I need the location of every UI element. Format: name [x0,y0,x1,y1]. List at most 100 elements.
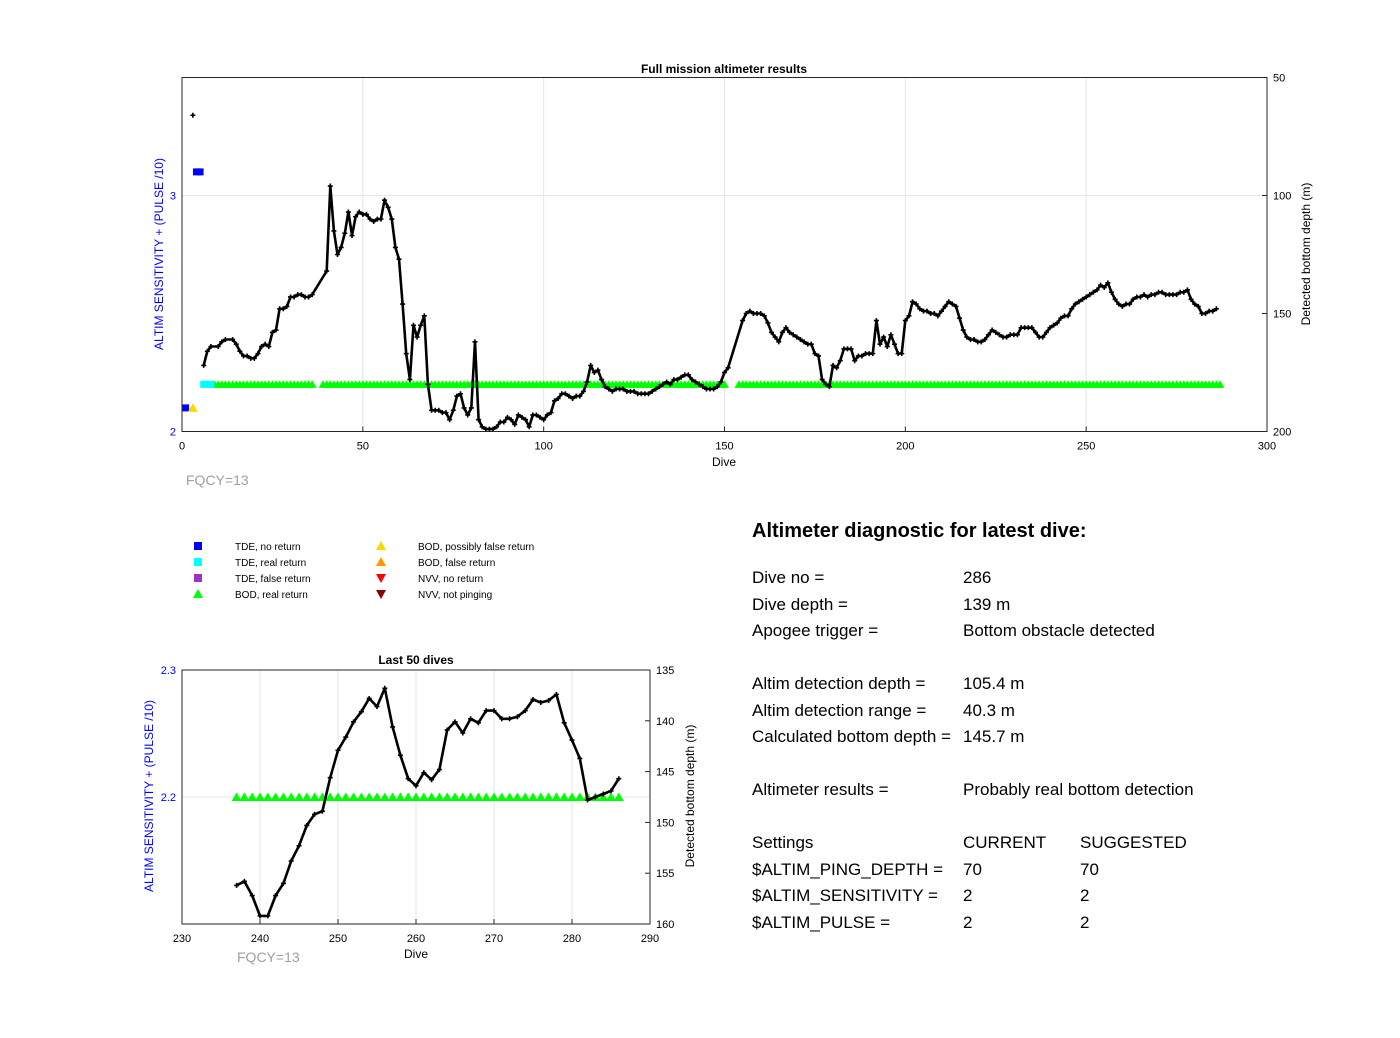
depth-point [808,341,814,347]
depth-point [241,878,247,884]
depth-point [562,391,568,397]
last50-xlabel: Dive [404,947,428,961]
settings-row-pulse: $ALTIM_PULSE = 2 2 [752,910,1372,937]
depth-point [1083,294,1089,300]
depth-point [280,880,286,886]
bod-real-marker [356,792,367,801]
depth-point [259,344,265,350]
depth-point [309,292,315,298]
bod-real-marker [598,792,609,801]
bod-real-marker [512,792,523,801]
depth-point [1188,296,1194,302]
main-ytick-left-label: 2 [170,427,176,439]
depth-point [913,301,919,307]
last50-ytick-right-label: 160 [656,919,674,931]
depth-point [1127,301,1133,307]
depth-point [366,695,372,701]
depth-point [1210,308,1216,314]
depth-point [413,783,419,789]
depth-point [508,417,514,423]
depth-point [505,414,510,420]
settings-marker [192,168,200,176]
diag-value: 286 [963,568,992,587]
depth-point [222,336,228,342]
main-xtick-label: 150 [715,441,733,453]
depth-point [783,325,789,331]
legend-label: BOD, possibly false return [418,542,534,553]
depth-point [801,339,807,345]
depth-point [501,419,507,425]
diag-row-dive-depth: Dive depth = 139 m [752,592,1372,619]
legend-marker [194,574,202,582]
bod-real-marker [270,792,281,801]
depth-point [902,318,908,324]
depth-point [620,386,626,392]
bod-real-marker [379,792,390,801]
legend-marker [376,574,386,583]
depth-point [993,329,999,335]
setting-current: 70 [963,859,982,879]
depth-point [910,299,916,305]
depth-point [512,421,518,427]
depth-point [674,377,680,383]
depth-point [570,395,576,401]
diag-row-bottom-depth: Calculated bottom depth = 145.7 m [752,724,1372,751]
bod-real-marker [395,792,406,801]
depth-point [859,353,865,359]
setting-label: $ALTIM_PING_DEPTH = [752,859,943,879]
depth-point [1192,301,1198,307]
depth-point [358,709,364,715]
depth-point [1130,296,1136,302]
depth-point [553,691,559,697]
bod-real-marker [286,792,297,801]
depth-point [924,308,930,314]
depth-point [280,306,286,312]
depth-point [1145,294,1151,300]
bod-real-marker [418,792,429,801]
depth-point [319,808,325,814]
depth-point [444,727,450,733]
depth-point [494,424,500,430]
bod-real-marker [364,792,375,801]
depth-point [899,351,905,357]
depth-point [1033,329,1039,335]
depth-point [1054,320,1060,326]
last50-ytick-left-label: 2.3 [161,665,176,677]
depth-point [667,381,673,387]
bod-real-marker [340,792,351,801]
depth-point [960,327,966,333]
legend-marker [194,542,202,550]
depth-point [410,322,416,328]
main-xtick-label: 250 [1077,441,1095,453]
depth-point [1195,303,1201,309]
depth-point [335,252,341,257]
depth-point [452,719,458,725]
diag-spacer [752,804,1372,831]
depth-point [996,332,1002,338]
bod-real-marker [307,380,317,388]
legend-marker [376,590,386,599]
depth-point [390,724,396,730]
main-ytick-right-label: 100 [1273,191,1291,203]
depth-point [345,209,351,215]
depth-point [678,374,684,380]
diag-label: Dive no = [752,568,825,587]
depth-point [1181,289,1187,295]
depth-point [460,730,466,736]
settings-marker [203,380,211,388]
depth-point [935,313,941,319]
depth-point [533,412,539,418]
depth-point [421,770,427,776]
depth-point [421,313,427,319]
depth-point [653,386,659,392]
depth-point [233,341,239,347]
depth-point [468,716,474,722]
settings-marker [200,380,208,388]
depth-point [971,336,977,342]
depth-point [761,313,767,319]
depth-point [304,822,310,828]
settings-header-suggested: SUGGESTED [1080,833,1187,852]
depth-point [515,412,521,418]
depth-point [718,379,724,385]
